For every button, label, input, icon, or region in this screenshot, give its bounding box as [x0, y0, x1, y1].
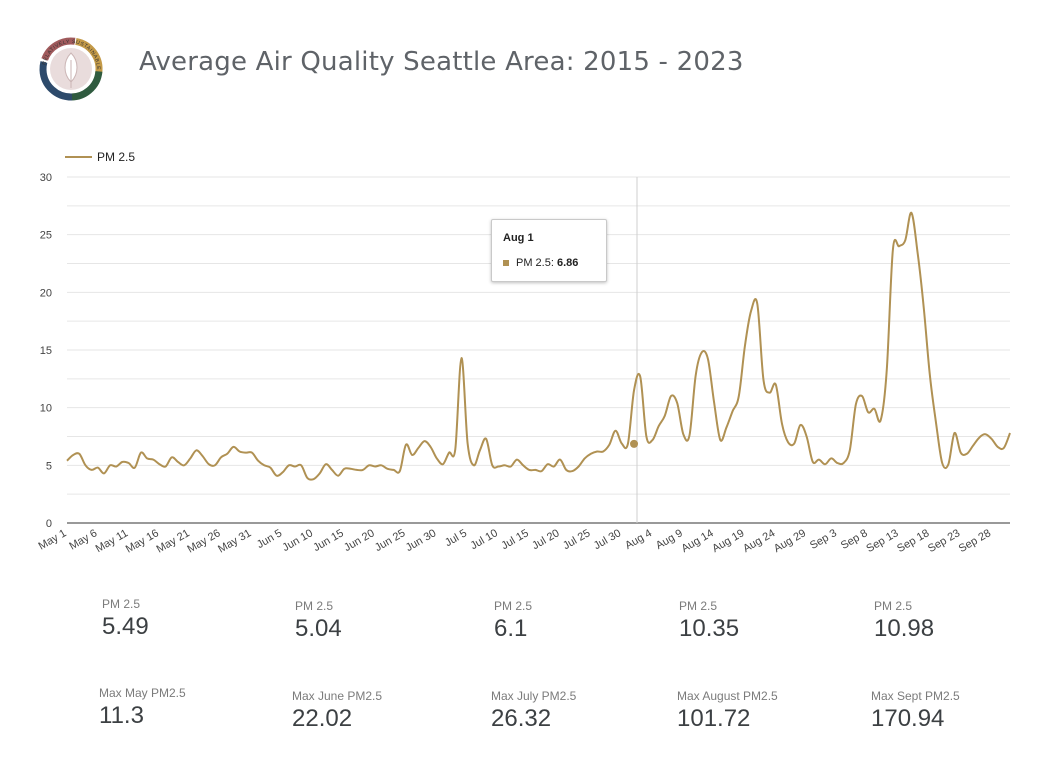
legend-label: PM 2.5 [97, 150, 135, 164]
x-tick-label: Sep 13 [864, 527, 900, 555]
x-tick-label: May 31 [216, 527, 253, 555]
stat-label: Max Sept PM2.5 [871, 689, 960, 703]
x-tick-label: Sep 18 [895, 527, 931, 555]
stat-value: 170.94 [871, 705, 945, 732]
x-tick-label: Jun 10 [280, 527, 315, 554]
legend[interactable]: PM 2.5 [65, 150, 135, 164]
y-tick-label: 30 [40, 172, 52, 184]
stat-label: PM 2.5 [679, 599, 718, 613]
stat-label: Max July PM2.5 [491, 689, 577, 703]
stat-avg-may: PM 2.5 5.49 [102, 597, 149, 641]
x-tick-label: Jul 30 [592, 527, 623, 552]
y-tick-label: 25 [40, 230, 52, 242]
stat-value: 10.35 [679, 615, 740, 642]
stat-avg-june: PM 2.5 5.04 [295, 599, 342, 643]
tooltip-row: PM 2.5: 6.86 [503, 257, 578, 269]
y-tick-label: 20 [40, 287, 52, 299]
x-tick-label: Jul 25 [561, 527, 592, 552]
x-tick-label: Jun 15 [311, 527, 346, 554]
series-line-pm25 [66, 211, 1011, 481]
stat-max-june: Max June PM2.5 22.02 [292, 689, 382, 733]
x-tick-label: May 1 [37, 527, 69, 552]
stat-max-july: Max July PM2.5 26.32 [491, 689, 576, 733]
x-tick-label: Sep 3 [808, 527, 839, 552]
stat-avg-july: PM 2.5 6.1 [494, 599, 532, 643]
stat-value: 10.98 [874, 615, 935, 642]
tooltip-swatch [503, 260, 509, 267]
x-tick-label: Jun 25 [373, 527, 408, 554]
x-tick-label: Aug 29 [772, 527, 808, 555]
y-tick-label: 10 [40, 403, 52, 415]
tooltip-value: 6.86 [556, 257, 579, 269]
x-tick-label: Jul 10 [469, 527, 500, 552]
x-tick-label: May 16 [124, 527, 161, 555]
y-tick-label: 5 [46, 460, 52, 472]
x-tick-label: Jun 5 [255, 527, 284, 551]
stat-max-may: Max May PM2.5 11.3 [99, 686, 186, 730]
stat-value: 5.04 [295, 615, 342, 642]
x-tick-label: Jul 5 [443, 527, 469, 549]
x-tick-label: Sep 8 [839, 527, 870, 552]
stat-max-august: Max August PM2.5 101.72 [677, 689, 778, 733]
stat-avg-august: PM 2.5 10.35 [679, 599, 739, 643]
hover-point [630, 439, 639, 448]
y-tick-label: 0 [46, 518, 52, 530]
x-tick-label: May 21 [155, 527, 192, 555]
logo-ring-red [39, 37, 103, 101]
stat-label: Max August PM2.5 [677, 689, 778, 703]
stat-value: 6.1 [494, 615, 528, 642]
x-tick-label: Jul 15 [499, 527, 530, 552]
x-tick-label: Jun 30 [404, 527, 439, 554]
stat-value: 5.49 [102, 613, 149, 640]
x-tick-label: Aug 24 [741, 527, 777, 555]
x-tick-label: Sep 28 [957, 527, 993, 555]
x-tick-label: Aug 14 [679, 527, 715, 555]
page-title: Average Air Quality Seattle Area: 2015 -… [139, 47, 744, 77]
chart-tooltip: Aug 1 PM 2.5: 6.86 [491, 219, 607, 282]
stat-label: PM 2.5 [494, 599, 533, 613]
tooltip-series-label: PM 2.5: [516, 257, 557, 269]
x-tick-label: Aug 4 [623, 527, 654, 552]
stat-label: PM 2.5 [102, 597, 141, 611]
stat-max-sept: Max Sept PM2.5 170.94 [871, 689, 960, 733]
stat-value: 22.02 [292, 705, 353, 732]
stat-value: 101.72 [677, 705, 751, 732]
x-tick-label: Jul 20 [530, 527, 561, 552]
stat-label: Max May PM2.5 [99, 686, 186, 700]
stat-avg-sept: PM 2.5 10.98 [874, 599, 934, 643]
x-tick-label: May 6 [67, 527, 99, 552]
tooltip-date: Aug 1 [503, 232, 534, 244]
x-tick-label: May 11 [94, 527, 131, 555]
stat-label: PM 2.5 [295, 599, 334, 613]
stat-label: Max June PM2.5 [292, 689, 383, 703]
stat-label: PM 2.5 [874, 599, 913, 613]
x-tick-label: Jun 20 [342, 527, 377, 554]
x-tick-label: May 26 [185, 527, 222, 555]
stat-value: 26.32 [491, 705, 552, 732]
stat-value: 11.3 [99, 702, 144, 729]
x-tick-label: Aug 19 [710, 527, 746, 555]
x-tick-label: Aug 9 [654, 527, 685, 552]
brand-logo: RELATIVELY SUSTAINABLE DATA JAX [36, 34, 103, 101]
x-tick-label: Sep 23 [926, 527, 962, 555]
y-tick-label: 15 [40, 345, 52, 357]
